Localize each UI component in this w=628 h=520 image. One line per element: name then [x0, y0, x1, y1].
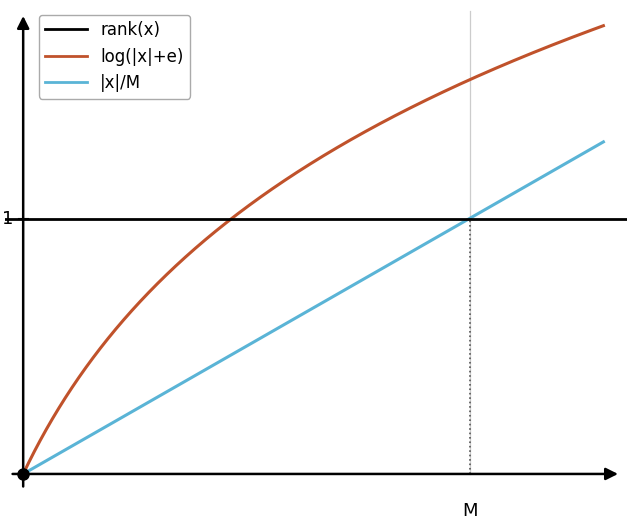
Text: 1: 1 — [2, 210, 13, 228]
Text: M: M — [462, 502, 477, 520]
Legend: rank(x), log(|x|+e), |x|/M: rank(x), log(|x|+e), |x|/M — [38, 15, 190, 99]
